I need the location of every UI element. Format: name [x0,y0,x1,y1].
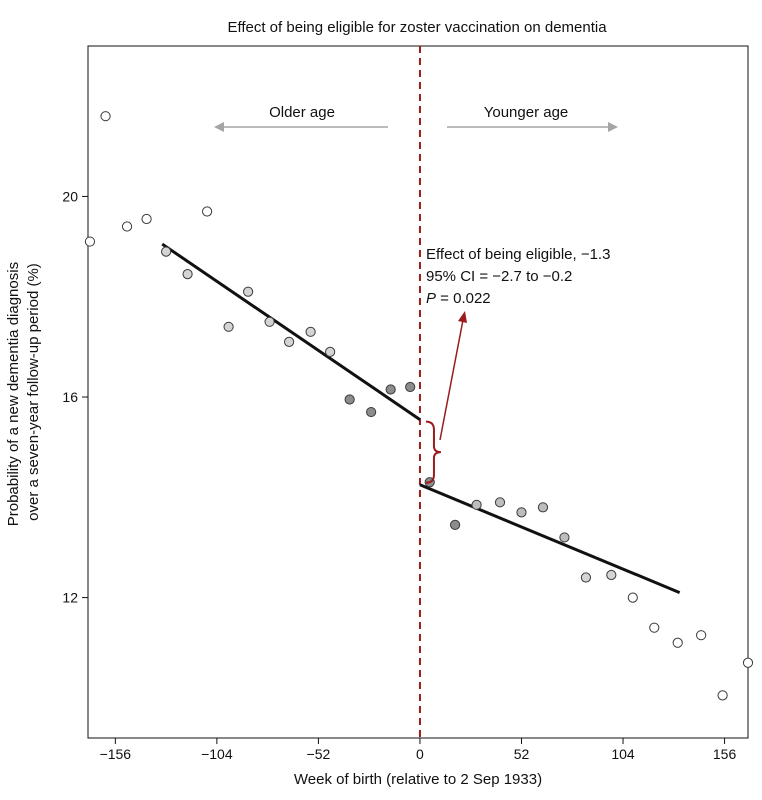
data-point [182,269,193,280]
chart-title: Effect of being eligible for zoster vacc… [227,19,607,36]
y-axis-title: Probability of a new dementia diagnosis … [5,258,42,527]
data-point [325,346,336,357]
data-point [344,394,355,405]
x-tick-label: 156 [713,746,737,762]
plot-frame [87,45,749,739]
data-point [627,592,638,603]
data-point [100,111,111,122]
plot-area: −156 −104 −52 0 52 104 156 12 16 20 [62,45,754,762]
effect-arrow-shaft [439,319,464,441]
data-point [121,221,133,232]
fit-lines [161,242,681,594]
fit-line [419,483,681,594]
y-tick-label: 12 [62,590,78,606]
data-point [471,499,482,510]
y-axis-title-line-1: Probability of a new dementia diagnosis [5,262,22,526]
fit-line [161,242,421,421]
left-arrow-icon [214,122,224,132]
data-point [494,497,506,508]
y-tick-label: 16 [62,389,78,405]
data-point [537,502,549,513]
data-point [672,637,683,648]
x-axis-title: Week of birth (relative to 2 Sep 1933) [294,771,542,788]
data-point [141,213,152,225]
data-point [649,622,660,633]
data-point [559,532,570,543]
data-point [264,316,275,327]
data-point [385,384,396,395]
x-tick-label: 52 [514,746,530,762]
data-point [405,381,416,393]
y-axis-ticks: 12 16 20 [62,188,88,606]
y-axis-title-line-2: over a seven-year follow-up period (%) [25,263,42,521]
data-point [450,519,461,530]
x-tick-label: −156 [100,746,132,762]
x-tick-label: −104 [201,746,233,762]
data-point [223,321,234,332]
data-point [717,690,728,701]
x-axis-ticks: −156 −104 −52 0 52 104 156 [100,738,737,762]
confidence-interval: 95% CI = −2.7 to −0.2 [426,268,572,285]
y-tick-label: 20 [62,188,78,204]
x-tick-label: 0 [416,746,424,762]
younger-age-label: Younger age [484,104,569,121]
effect-annotation: Effect of being eligible, −1.3 95% CI = … [425,246,610,484]
data-point [243,286,254,297]
older-age-label: Older age [269,104,335,121]
data-point [696,630,707,641]
right-arrow-icon [608,122,618,132]
effect-estimate: Effect of being eligible, −1.3 [426,246,610,263]
data-point [84,236,96,247]
p-value-number: = 0.022 [436,290,491,307]
direction-older: Older age [214,104,388,132]
data-point [366,406,377,418]
data-point [161,246,172,257]
p-value: P = 0.022 [426,290,491,307]
direction-younger: Younger age [447,104,618,132]
effect-arrow-head-icon [458,311,467,323]
data-point [516,507,527,518]
effect-brace-icon [425,420,441,484]
data-point [606,569,617,581]
data-point [305,326,316,337]
x-tick-label: −52 [307,746,331,762]
data-point [580,572,592,583]
data-point [284,336,295,347]
data-points [84,111,754,701]
data-point [202,206,213,217]
data-point [742,657,754,668]
p-value-symbol: P [426,290,436,307]
x-tick-label: 104 [611,746,635,762]
